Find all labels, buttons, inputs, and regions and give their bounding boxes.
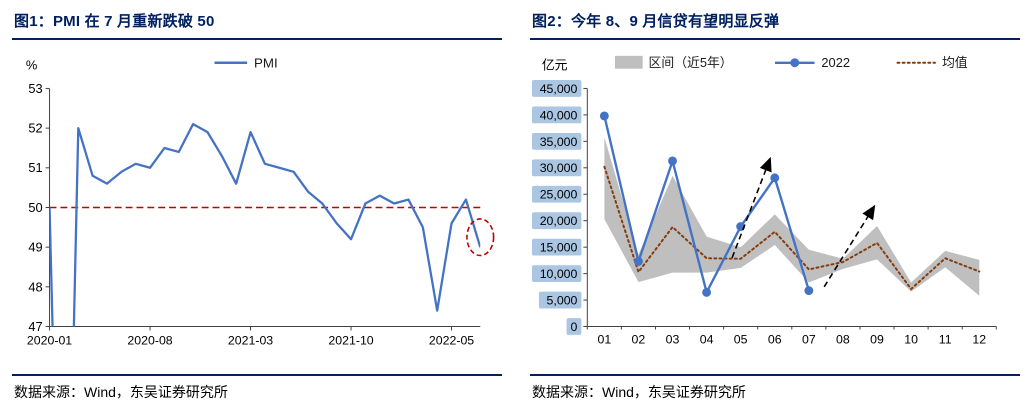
axes	[586, 88, 997, 328]
legend: 区间（近5年） 2022 均值	[614, 55, 968, 70]
y-tick-highlight	[531, 185, 582, 203]
y-tick-label: 48	[28, 279, 42, 294]
highlight-ellipse	[466, 218, 495, 257]
x-tick-label: 2020-01	[27, 333, 72, 347]
figure1-title: 图1：PMI 在 7 月重新跌破 50	[14, 13, 215, 30]
figure2-title-rule	[530, 38, 1020, 40]
legend-2022-marker	[790, 58, 800, 68]
x-tick-label: 2020-08	[127, 333, 172, 347]
y-tick-label: 53	[28, 81, 42, 96]
series-2022-marker	[668, 156, 677, 166]
y-tick-label: 50	[28, 200, 42, 215]
x-tick-label: 08	[836, 332, 850, 346]
y-tick-highlight	[531, 106, 582, 124]
x-tick-label: 07	[802, 332, 816, 346]
y-tick-label: 0	[571, 320, 578, 334]
y-tick-highlight	[538, 291, 582, 309]
series-2022-marker	[633, 257, 643, 266]
y-unit-label: 亿元	[542, 58, 568, 73]
x-tick-label: 09	[870, 332, 884, 346]
y-tick-label: 45,000	[540, 82, 578, 96]
rebound-arrow	[823, 204, 876, 288]
y-tick-label: 10,000	[540, 267, 578, 281]
series-2022-marker	[804, 286, 814, 296]
y-tick-label: 51	[28, 160, 42, 175]
y-tick-highlight	[531, 212, 582, 230]
figure1-source-rule	[12, 374, 502, 376]
x-tick-label: 12	[972, 332, 986, 346]
x-tick-label: 05	[734, 332, 748, 346]
y-tick-label: 15,000	[540, 241, 578, 255]
y-tick-highlight	[531, 132, 582, 150]
y-tick-highlight	[566, 318, 582, 335]
range-band-area	[604, 137, 980, 296]
x-tick-label: 11	[939, 332, 952, 346]
y-tick-highlight	[531, 238, 582, 256]
figure1-source-block: 数据来源：Wind，东吴证券研究所	[12, 374, 502, 404]
x-axis: 2020-01 2020-08 2021-03 2021-10 2022-05	[27, 326, 474, 347]
legend-band-swatch	[614, 55, 643, 69]
x-tick-label: 10	[904, 332, 918, 346]
y-tick-label: 35,000	[540, 135, 578, 149]
y-tick-highlight	[531, 80, 582, 97]
x-tick-label: 2022-05	[429, 333, 474, 347]
series-2022-marker	[599, 111, 609, 121]
axes	[49, 88, 481, 328]
figure1-source-text: 数据来源：Wind，东吴证券研究所	[14, 384, 228, 400]
figure1-title-rule	[12, 38, 502, 40]
y-tick-label: 5,000	[547, 294, 578, 308]
y-axis: 47 48 49 50 51 52 53	[28, 81, 50, 334]
figure2-source-text: 数据来源：Wind，东吴证券研究所	[532, 384, 746, 400]
y-tick-label: 20,000	[540, 214, 578, 228]
y-tick-label: 30,000	[540, 161, 578, 175]
series-2022-marker	[702, 287, 712, 297]
x-tick-label: 02	[632, 332, 646, 346]
y-tick-highlight	[531, 159, 582, 177]
figure2-source-rule	[530, 374, 1020, 376]
figure1-panel: 图1：PMI 在 7 月重新跌破 50 47 48 49 50 51 52 53 2020-0…	[12, 8, 502, 404]
x-tick-label: 06	[768, 332, 782, 346]
legend-label-mean: 均值	[942, 55, 968, 70]
x-tick-label: 2021-03	[228, 333, 273, 347]
x-tick-label: 04	[700, 332, 714, 346]
series-2022-marker	[770, 173, 780, 183]
x-axis: 01 02 03 04 05 06 07 08 09 10 11 12	[586, 326, 997, 346]
y-tick-label: 47	[28, 319, 42, 334]
y-unit-label: %	[26, 58, 37, 73]
pmi-series-line	[49, 122, 481, 327]
credit-range-chart: 0 5,000 10,000 15,000 20,000 25,000 30,000 35,0…	[531, 55, 997, 346]
figure2-title: 图2：今年 8、9 月信贷有望明显反弹	[532, 13, 780, 30]
figure2-panel: 图2：今年 8、9 月信贷有望明显反弹 0 5,000 10,000 15,000 20…	[530, 8, 1020, 404]
legend: PMI	[214, 56, 278, 71]
x-tick-label: 03	[666, 332, 680, 346]
y-tick-label: 49	[28, 240, 42, 255]
legend-label-range: 区间（近5年）	[649, 55, 733, 70]
y-tick-highlight	[531, 265, 582, 283]
y-tick-label: 40,000	[540, 108, 578, 122]
rebound-arrow	[731, 156, 772, 259]
pmi-line-chart: 47 48 49 50 51 52 53 2020-01 2020-08 2021-03 2021-…	[26, 56, 495, 347]
y-tick-label: 52	[28, 121, 42, 136]
legend-label-2022: 2022	[821, 55, 850, 70]
x-tick-label: 01	[597, 332, 611, 346]
figure2-source-block: 数据来源：Wind，东吴证券研究所	[530, 374, 1020, 404]
legend-label-pmi: PMI	[254, 56, 278, 71]
mean-dotted-line	[603, 165, 981, 291]
x-tick-label: 2021-10	[328, 333, 373, 347]
y-axis: 0 5,000 10,000 15,000 20,000 25,000 30,000 35,0…	[531, 80, 588, 335]
y-tick-label: 25,000	[540, 188, 578, 202]
